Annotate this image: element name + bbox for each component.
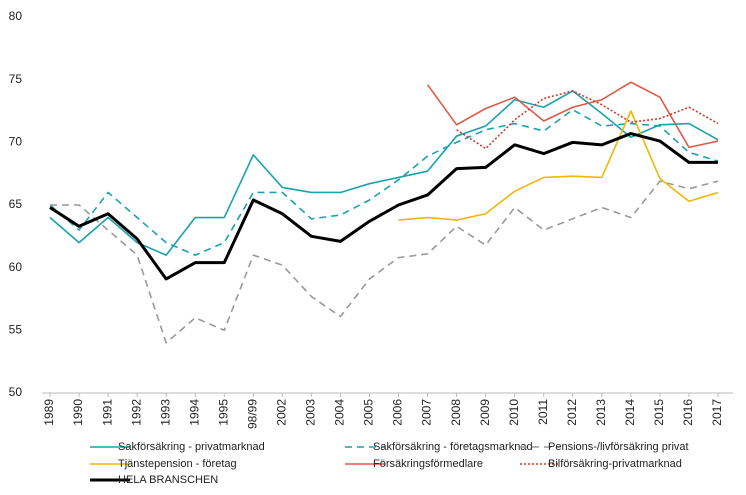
series-line — [456, 90, 719, 150]
y-tick-label: 75 — [9, 72, 23, 86]
x-tick-label: 2013 — [594, 399, 608, 426]
x-tick-label: 2011 — [536, 399, 550, 425]
x-tick-label: 2017 — [710, 399, 724, 426]
series-line — [50, 180, 719, 344]
legend-label: HELA BRANSCHEN — [118, 474, 218, 486]
x-tick-label: 1993 — [158, 399, 172, 426]
legend-label: Bilförsäkring-privatmarknad — [548, 458, 682, 470]
y-tick-label: 50 — [9, 385, 23, 399]
x-tick-label: 2006 — [391, 399, 405, 426]
series-line — [398, 110, 719, 221]
legend-label: Försäkringsförmedlare — [373, 458, 483, 470]
legend-label: Sakförsäkring - företagsmarknad — [373, 441, 533, 453]
x-tick-label: 2015 — [652, 399, 666, 426]
x-tick-label: 2014 — [623, 399, 637, 426]
x-tick-label: 2010 — [507, 399, 521, 426]
series-line — [49, 90, 719, 256]
x-tick-label: 2005 — [362, 399, 376, 426]
y-tick-label: 65 — [9, 197, 23, 211]
x-tick-label: 2009 — [478, 399, 492, 426]
x-tick-label: 2007 — [420, 399, 434, 426]
x-tick-label: 2008 — [449, 399, 463, 426]
series-line — [49, 108, 719, 256]
x-tick-label: 1991 — [100, 399, 114, 426]
y-tick-label: 60 — [9, 260, 23, 274]
x-tick-label: 1995 — [216, 399, 230, 426]
y-tick-label: 70 — [9, 135, 23, 149]
x-tick-label: 2016 — [681, 399, 695, 426]
legend-label: Tjänstepension - företag — [118, 458, 237, 470]
x-tick-label: 98/99 — [245, 399, 259, 429]
x-tick-label: 2004 — [333, 399, 347, 426]
series-line — [49, 132, 718, 281]
y-tick-label: 55 — [9, 323, 23, 337]
y-tick-label: 80 — [9, 9, 23, 23]
x-tick-label: 2003 — [304, 399, 318, 426]
x-tick-label: 2002 — [275, 399, 289, 426]
x-tick-label: 2012 — [565, 399, 579, 426]
legend-label: Sakförsäkring - privatmarknad — [118, 441, 265, 453]
x-tick-label: 1989 — [42, 399, 56, 426]
legend-label: Pensions-/livförsäkring privat — [548, 441, 689, 453]
x-tick-label: 1990 — [71, 399, 85, 426]
series-line — [426, 81, 719, 149]
x-tick-label: 1992 — [129, 399, 143, 426]
x-tick-label: 1994 — [187, 399, 201, 426]
